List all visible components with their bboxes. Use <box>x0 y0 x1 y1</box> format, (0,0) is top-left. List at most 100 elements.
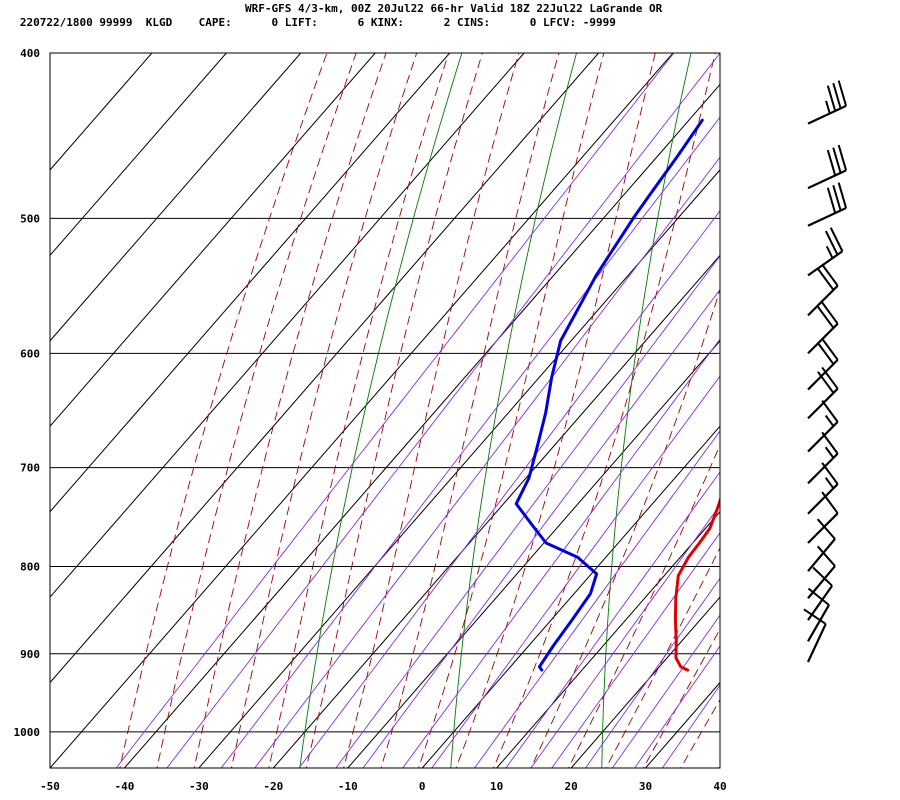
barb-half <box>824 477 835 489</box>
barb-full <box>821 491 839 514</box>
isotherm-40 <box>719 767 720 768</box>
barb-full <box>824 230 839 256</box>
barb-full <box>803 608 827 625</box>
x-tick-label--10: -10 <box>338 780 358 793</box>
mixing-ratio-line <box>254 156 720 768</box>
mixing-ratio-line <box>611 614 720 768</box>
barb-staff <box>807 359 839 391</box>
isotherm--100 <box>50 53 302 342</box>
dry-adiabat <box>750 15 812 775</box>
mixing-ratio-line <box>220 116 720 768</box>
background-lines-layer <box>115 15 812 775</box>
barb-full <box>829 227 844 252</box>
series-layer <box>514 118 720 672</box>
y-tick-label-700: 700 <box>20 462 40 475</box>
moist-adiabat <box>455 53 656 768</box>
y-tick-label-800: 800 <box>20 561 40 574</box>
chart-title: WRF-GFS 4/3-km, 00Z 20Jul22 66-hr Valid … <box>0 2 663 15</box>
barb-full <box>817 306 835 329</box>
barb-staff <box>807 250 844 277</box>
barb-full <box>837 182 848 209</box>
wind-barb-440 <box>807 80 848 125</box>
barb-full <box>816 518 836 540</box>
barb-full <box>817 342 835 365</box>
moist-adiabat <box>231 53 418 768</box>
barb-full <box>821 366 839 390</box>
x-tick-label--50: -50 <box>40 780 60 793</box>
x-tick-label-40: 40 <box>713 780 726 793</box>
x-tick-label-30: 30 <box>639 780 652 793</box>
isotherm--60 <box>50 53 599 684</box>
barb-full <box>821 301 839 325</box>
dry-adiabat <box>601 53 692 768</box>
mixing-ratio-line <box>551 532 720 768</box>
mixing-ratio-line <box>661 684 720 768</box>
barb-staff <box>807 512 839 544</box>
moist-adiabat <box>156 53 357 768</box>
barb-full <box>832 82 842 109</box>
x-tick-label-10: 10 <box>490 780 503 793</box>
barb-half <box>825 100 831 114</box>
barb-full <box>832 184 842 211</box>
y-tick-label-500: 500 <box>20 212 40 225</box>
moist-adiabat <box>605 546 720 768</box>
barb-full <box>821 400 839 423</box>
sounding-indices: 220722/1800 99999 KLGD CAPE: 0 LIFT: 6 K… <box>0 16 616 29</box>
barb-staff <box>807 623 827 663</box>
mixing-ratio-line <box>115 53 675 768</box>
wind-barb-860 <box>807 566 833 621</box>
moist-adiabat <box>380 53 560 768</box>
mixing-ratio-line <box>402 338 720 768</box>
x-tick-label--40: -40 <box>115 780 135 793</box>
mixing-ratio-line <box>166 53 720 768</box>
barb-full <box>826 149 837 176</box>
isotherm--70 <box>50 53 525 598</box>
axis-layer: 400 500 600 700 800 900 1000 -50 -40 -30 -20 -10 0 10… <box>14 47 727 793</box>
barb-staff <box>807 206 847 227</box>
barb-half <box>824 414 835 427</box>
barb-full <box>826 187 837 214</box>
moist-adiabat <box>343 53 520 768</box>
mixing-ratio-line <box>362 288 720 768</box>
x-tick-label--20: -20 <box>263 780 283 793</box>
wind-barb-885 <box>807 587 830 642</box>
barb-full <box>807 587 830 606</box>
barb-full <box>837 80 848 107</box>
x-tick-label-0: 0 <box>419 780 426 793</box>
barb-full <box>817 268 835 291</box>
barb-staff <box>807 284 839 317</box>
barb-staff <box>807 483 839 515</box>
barb-staff <box>807 322 839 355</box>
barb-staff <box>807 452 839 485</box>
barb-full <box>832 147 842 174</box>
y-tick-label-900: 900 <box>20 648 40 661</box>
wind-barb-630 <box>807 338 839 391</box>
moist-adiabat <box>268 53 450 768</box>
mixing-ratio-line <box>431 375 720 768</box>
barb-staff <box>807 585 833 621</box>
barb-full <box>826 85 837 112</box>
wind-barb-600 <box>807 301 839 355</box>
moist-adiabat <box>717 763 720 768</box>
barb-full <box>817 371 835 394</box>
barb-full <box>821 263 839 287</box>
wind-barb-540 <box>807 227 844 277</box>
isotherm--50 <box>50 53 674 768</box>
isotherm--20 <box>272 254 720 768</box>
isotherm-0 <box>421 425 720 768</box>
y-tick-label-1000: 1000 <box>14 726 41 739</box>
isotherm-10 <box>496 510 720 768</box>
barb-full <box>821 338 839 361</box>
mixing-ratio-line <box>634 645 720 768</box>
dry-adiabat <box>450 53 577 768</box>
isotherm--40 <box>124 83 720 768</box>
barb-full <box>812 566 833 587</box>
barb-staff <box>807 538 836 572</box>
wind-barb-805 <box>807 518 836 572</box>
moist-adiabat <box>530 287 720 768</box>
x-tick-label--30: -30 <box>189 780 209 793</box>
y-tick-label-400: 400 <box>20 47 40 60</box>
isotherm-30 <box>645 681 720 768</box>
moist-adiabat <box>567 444 720 768</box>
